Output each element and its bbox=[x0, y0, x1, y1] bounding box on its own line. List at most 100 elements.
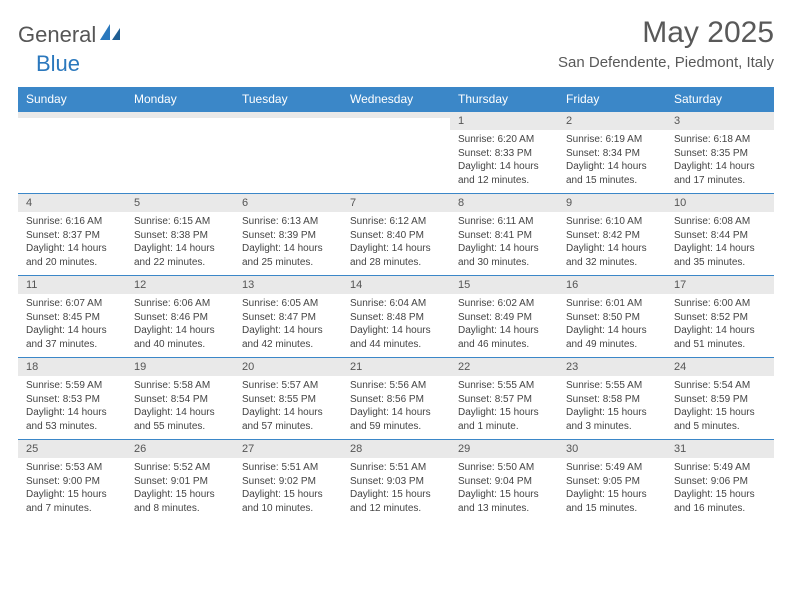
sunrise: Sunrise: 6:06 AM bbox=[134, 297, 226, 311]
day-number: 2 bbox=[558, 112, 666, 130]
month-title: May 2025 bbox=[558, 16, 774, 50]
calendar-cell bbox=[342, 112, 450, 194]
day-number: 8 bbox=[450, 194, 558, 212]
day-number: 27 bbox=[234, 440, 342, 458]
day-number: 9 bbox=[558, 194, 666, 212]
sunrise: Sunrise: 6:18 AM bbox=[674, 133, 766, 147]
calendar-cell: 19Sunrise: 5:58 AMSunset: 8:54 PMDayligh… bbox=[126, 358, 234, 440]
sunrise: Sunrise: 5:49 AM bbox=[566, 461, 658, 475]
sunset: Sunset: 8:35 PM bbox=[674, 147, 766, 161]
weekday-header: Thursday bbox=[450, 87, 558, 112]
daylight: Daylight: 15 hours and 7 minutes. bbox=[26, 488, 118, 515]
sunrise: Sunrise: 6:01 AM bbox=[566, 297, 658, 311]
day-number: 16 bbox=[558, 276, 666, 294]
calendar-cell: 4Sunrise: 6:16 AMSunset: 8:37 PMDaylight… bbox=[18, 194, 126, 276]
calendar-cell: 7Sunrise: 6:12 AMSunset: 8:40 PMDaylight… bbox=[342, 194, 450, 276]
sunset: Sunset: 8:37 PM bbox=[26, 229, 118, 243]
calendar-cell: 6Sunrise: 6:13 AMSunset: 8:39 PMDaylight… bbox=[234, 194, 342, 276]
day-body bbox=[234, 118, 342, 127]
day-body: Sunrise: 6:00 AMSunset: 8:52 PMDaylight:… bbox=[666, 294, 774, 357]
weekday-header: Tuesday bbox=[234, 87, 342, 112]
daylight: Daylight: 14 hours and 30 minutes. bbox=[458, 242, 550, 269]
sunset: Sunset: 9:01 PM bbox=[134, 475, 226, 489]
weekday-header: Wednesday bbox=[342, 87, 450, 112]
sunset: Sunset: 8:59 PM bbox=[674, 393, 766, 407]
sunset: Sunset: 8:45 PM bbox=[26, 311, 118, 325]
calendar-cell: 29Sunrise: 5:50 AMSunset: 9:04 PMDayligh… bbox=[450, 440, 558, 522]
day-body: Sunrise: 6:01 AMSunset: 8:50 PMDaylight:… bbox=[558, 294, 666, 357]
calendar-cell: 13Sunrise: 6:05 AMSunset: 8:47 PMDayligh… bbox=[234, 276, 342, 358]
sunrise: Sunrise: 5:55 AM bbox=[566, 379, 658, 393]
sunset: Sunset: 8:58 PM bbox=[566, 393, 658, 407]
daylight: Daylight: 15 hours and 10 minutes. bbox=[242, 488, 334, 515]
sunset: Sunset: 8:46 PM bbox=[134, 311, 226, 325]
daylight: Daylight: 14 hours and 53 minutes. bbox=[26, 406, 118, 433]
day-number: 6 bbox=[234, 194, 342, 212]
sunrise: Sunrise: 5:51 AM bbox=[350, 461, 442, 475]
day-body: Sunrise: 5:57 AMSunset: 8:55 PMDaylight:… bbox=[234, 376, 342, 439]
calendar-cell: 27Sunrise: 5:51 AMSunset: 9:02 PMDayligh… bbox=[234, 440, 342, 522]
daylight: Daylight: 14 hours and 40 minutes. bbox=[134, 324, 226, 351]
day-body: Sunrise: 5:55 AMSunset: 8:57 PMDaylight:… bbox=[450, 376, 558, 439]
sunrise: Sunrise: 5:53 AM bbox=[26, 461, 118, 475]
sunrise: Sunrise: 5:57 AM bbox=[242, 379, 334, 393]
day-number: 4 bbox=[18, 194, 126, 212]
day-body: Sunrise: 5:51 AMSunset: 9:02 PMDaylight:… bbox=[234, 458, 342, 521]
calendar-cell: 28Sunrise: 5:51 AMSunset: 9:03 PMDayligh… bbox=[342, 440, 450, 522]
daylight: Daylight: 14 hours and 55 minutes. bbox=[134, 406, 226, 433]
sunrise: Sunrise: 6:15 AM bbox=[134, 215, 226, 229]
day-number: 17 bbox=[666, 276, 774, 294]
daylight: Daylight: 14 hours and 49 minutes. bbox=[566, 324, 658, 351]
daylight: Daylight: 15 hours and 16 minutes. bbox=[674, 488, 766, 515]
daylight: Daylight: 15 hours and 8 minutes. bbox=[134, 488, 226, 515]
day-number: 22 bbox=[450, 358, 558, 376]
daylight: Daylight: 14 hours and 28 minutes. bbox=[350, 242, 442, 269]
daylight: Daylight: 15 hours and 13 minutes. bbox=[458, 488, 550, 515]
calendar-cell: 25Sunrise: 5:53 AMSunset: 9:00 PMDayligh… bbox=[18, 440, 126, 522]
day-number: 15 bbox=[450, 276, 558, 294]
sunrise: Sunrise: 6:04 AM bbox=[350, 297, 442, 311]
sunset: Sunset: 9:06 PM bbox=[674, 475, 766, 489]
calendar-cell: 23Sunrise: 5:55 AMSunset: 8:58 PMDayligh… bbox=[558, 358, 666, 440]
weekday-header-row: Sunday Monday Tuesday Wednesday Thursday… bbox=[18, 87, 774, 112]
day-number: 24 bbox=[666, 358, 774, 376]
day-body: Sunrise: 6:11 AMSunset: 8:41 PMDaylight:… bbox=[450, 212, 558, 275]
day-body: Sunrise: 6:02 AMSunset: 8:49 PMDaylight:… bbox=[450, 294, 558, 357]
day-body: Sunrise: 6:04 AMSunset: 8:48 PMDaylight:… bbox=[342, 294, 450, 357]
day-number: 5 bbox=[126, 194, 234, 212]
calendar-cell: 2Sunrise: 6:19 AMSunset: 8:34 PMDaylight… bbox=[558, 112, 666, 194]
calendar-cell: 11Sunrise: 6:07 AMSunset: 8:45 PMDayligh… bbox=[18, 276, 126, 358]
calendar-cell: 26Sunrise: 5:52 AMSunset: 9:01 PMDayligh… bbox=[126, 440, 234, 522]
sunset: Sunset: 8:52 PM bbox=[674, 311, 766, 325]
sunset: Sunset: 8:38 PM bbox=[134, 229, 226, 243]
sunset: Sunset: 9:02 PM bbox=[242, 475, 334, 489]
sunset: Sunset: 8:50 PM bbox=[566, 311, 658, 325]
day-number: 13 bbox=[234, 276, 342, 294]
sunset: Sunset: 9:00 PM bbox=[26, 475, 118, 489]
daylight: Daylight: 15 hours and 5 minutes. bbox=[674, 406, 766, 433]
daylight: Daylight: 15 hours and 1 minute. bbox=[458, 406, 550, 433]
day-number: 7 bbox=[342, 194, 450, 212]
sunset: Sunset: 8:41 PM bbox=[458, 229, 550, 243]
sunset: Sunset: 8:49 PM bbox=[458, 311, 550, 325]
calendar-cell bbox=[234, 112, 342, 194]
daylight: Daylight: 14 hours and 22 minutes. bbox=[134, 242, 226, 269]
calendar-cell: 17Sunrise: 6:00 AMSunset: 8:52 PMDayligh… bbox=[666, 276, 774, 358]
calendar-cell: 15Sunrise: 6:02 AMSunset: 8:49 PMDayligh… bbox=[450, 276, 558, 358]
day-number: 14 bbox=[342, 276, 450, 294]
day-body: Sunrise: 6:05 AMSunset: 8:47 PMDaylight:… bbox=[234, 294, 342, 357]
sunrise: Sunrise: 6:05 AM bbox=[242, 297, 334, 311]
day-body: Sunrise: 5:53 AMSunset: 9:00 PMDaylight:… bbox=[18, 458, 126, 521]
day-body: Sunrise: 6:15 AMSunset: 8:38 PMDaylight:… bbox=[126, 212, 234, 275]
sunrise: Sunrise: 5:58 AM bbox=[134, 379, 226, 393]
calendar-cell: 1Sunrise: 6:20 AMSunset: 8:33 PMDaylight… bbox=[450, 112, 558, 194]
daylight: Daylight: 15 hours and 3 minutes. bbox=[566, 406, 658, 433]
sunrise: Sunrise: 6:13 AM bbox=[242, 215, 334, 229]
daylight: Daylight: 14 hours and 35 minutes. bbox=[674, 242, 766, 269]
day-body: Sunrise: 6:20 AMSunset: 8:33 PMDaylight:… bbox=[450, 130, 558, 193]
daylight: Daylight: 14 hours and 59 minutes. bbox=[350, 406, 442, 433]
day-body: Sunrise: 5:49 AMSunset: 9:05 PMDaylight:… bbox=[558, 458, 666, 521]
calendar-cell: 20Sunrise: 5:57 AMSunset: 8:55 PMDayligh… bbox=[234, 358, 342, 440]
daylight: Daylight: 14 hours and 46 minutes. bbox=[458, 324, 550, 351]
day-body: Sunrise: 5:59 AMSunset: 8:53 PMDaylight:… bbox=[18, 376, 126, 439]
